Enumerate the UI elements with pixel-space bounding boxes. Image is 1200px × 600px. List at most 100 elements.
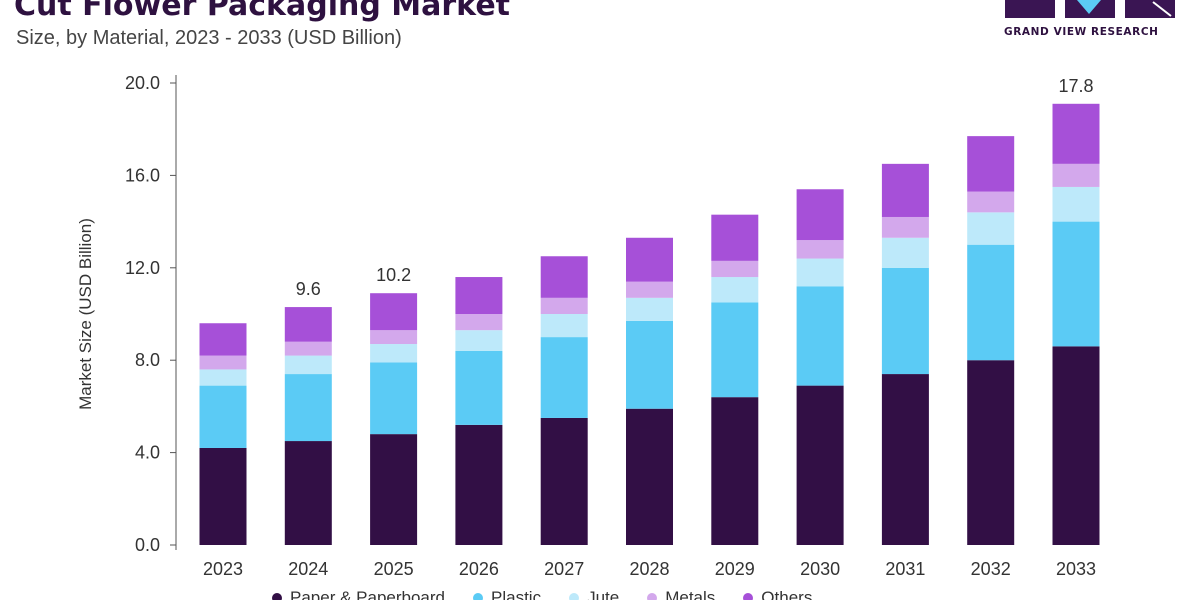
logo-slash-mark	[1152, 1, 1172, 17]
bar-segment	[199, 323, 247, 356]
legend-item-others: Others	[743, 588, 812, 600]
bar-segment	[1052, 163, 1100, 187]
bar-segment	[284, 441, 332, 545]
bar-segment	[881, 216, 929, 238]
bar-segment	[455, 350, 503, 425]
bar-segment	[455, 314, 503, 331]
legend-swatch	[569, 593, 580, 600]
bar-segment	[711, 214, 759, 261]
x-tick-label: 2030	[800, 559, 840, 579]
legend-item-paper-paperboard: Paper & Paperboard	[272, 588, 445, 600]
logo-block-left	[1005, 0, 1055, 18]
x-tick-label: 2026	[459, 559, 499, 579]
legend-swatch	[473, 593, 483, 600]
y-tick-label: 4.0	[135, 443, 160, 463]
legend-swatch	[272, 593, 282, 600]
bar-segment	[967, 212, 1015, 245]
bar-segment	[1052, 103, 1100, 164]
data-label: 10.2	[376, 265, 411, 285]
x-tick-label: 2027	[544, 559, 584, 579]
legend-item-metals: Metals	[647, 588, 715, 600]
x-tick-label: 2032	[971, 559, 1011, 579]
x-axis: 2023 2024 2025 2026 2027 2028 2029 2030 2031 2032…	[203, 559, 1096, 579]
legend-label: Others	[761, 588, 813, 600]
legend-item-plastic: Plastic	[473, 588, 541, 600]
bar-segment	[1052, 186, 1100, 222]
bar-segment	[540, 417, 588, 545]
data-label: 9.6	[296, 279, 321, 299]
data-label: 17.8	[1058, 76, 1093, 96]
bar-segment	[796, 385, 844, 545]
x-tick-label: 2028	[629, 559, 669, 579]
x-tick-label: 2029	[715, 559, 755, 579]
y-axis: 0.0 4.0 8.0 12.0 16.0 20.0	[125, 73, 177, 555]
bar-segment	[711, 260, 759, 278]
bar-segment	[796, 258, 844, 287]
bar-segment	[455, 424, 503, 545]
chart-title: Cut Flower Packaging Market	[14, 0, 511, 23]
bar-segment	[967, 360, 1015, 545]
y-tick-label: 12.0	[125, 258, 160, 278]
bar-segment	[199, 447, 247, 545]
bar-segment	[199, 369, 247, 386]
bar-segment	[455, 277, 503, 314]
bar-segment	[626, 297, 673, 321]
bar-segment	[626, 281, 673, 298]
bar-segment	[1052, 221, 1100, 347]
logo-text: GRAND VIEW RESEARCH	[1004, 26, 1159, 38]
bar-segment	[881, 237, 929, 268]
y-tick-label: 16.0	[125, 165, 160, 185]
bars	[199, 103, 1100, 545]
y-tick-label: 8.0	[135, 350, 160, 370]
bar-segment	[711, 277, 759, 303]
bar-segment	[370, 362, 418, 435]
bar-segment	[881, 374, 929, 545]
bar-segment	[284, 307, 332, 342]
bar-segment	[199, 385, 247, 448]
x-tick-label: 2033	[1056, 559, 1096, 579]
bar-segment	[796, 240, 844, 259]
bar-segment	[1052, 346, 1100, 545]
legend: Paper & Paperboard Plastic Jute Metals O…	[272, 588, 812, 600]
bar-segment	[284, 355, 332, 375]
bar-segment	[540, 297, 588, 314]
logo-v-mark	[1077, 0, 1101, 14]
bar-segment	[626, 237, 673, 282]
bar-segment	[199, 355, 247, 370]
bar-segment	[626, 320, 673, 409]
bar-segment	[284, 341, 332, 356]
x-tick-label: 2023	[203, 559, 243, 579]
legend-label: Plastic	[491, 588, 542, 600]
bar-segment	[711, 397, 759, 545]
bar-segment	[881, 267, 929, 375]
legend-label: Paper & Paperboard	[290, 588, 445, 600]
bar-segment	[796, 286, 844, 386]
x-tick-label: 2025	[374, 559, 414, 579]
bar-segment	[370, 330, 418, 345]
legend-swatch	[743, 593, 754, 600]
y-tick-label: 0.0	[135, 535, 160, 555]
legend-label: Metals	[665, 588, 716, 600]
chart-subtitle: Size, by Material, 2023 - 2033 (USD Bill…	[16, 27, 402, 49]
bar-segment	[540, 314, 588, 338]
bar-segment	[626, 408, 673, 545]
bar-segment	[796, 189, 844, 241]
bar-segment	[370, 344, 418, 363]
legend-item-jute: Jute	[569, 588, 619, 600]
bar-segment	[370, 293, 418, 331]
bar-segment	[455, 330, 503, 351]
x-tick-label: 2024	[288, 559, 328, 579]
grand-view-research-logo	[1005, 0, 1175, 18]
x-tick-label: 2031	[885, 559, 925, 579]
bar-segment	[540, 256, 588, 298]
logo-block-right	[1125, 0, 1175, 18]
bar-segment	[711, 302, 759, 398]
bar-segment	[540, 337, 588, 418]
bar-segment	[881, 163, 929, 217]
legend-label: Jute	[587, 588, 620, 600]
bar-segment	[967, 136, 1015, 192]
bar-segment	[967, 244, 1015, 361]
data-labels: 9.6 10.2 17.8	[296, 76, 1094, 299]
